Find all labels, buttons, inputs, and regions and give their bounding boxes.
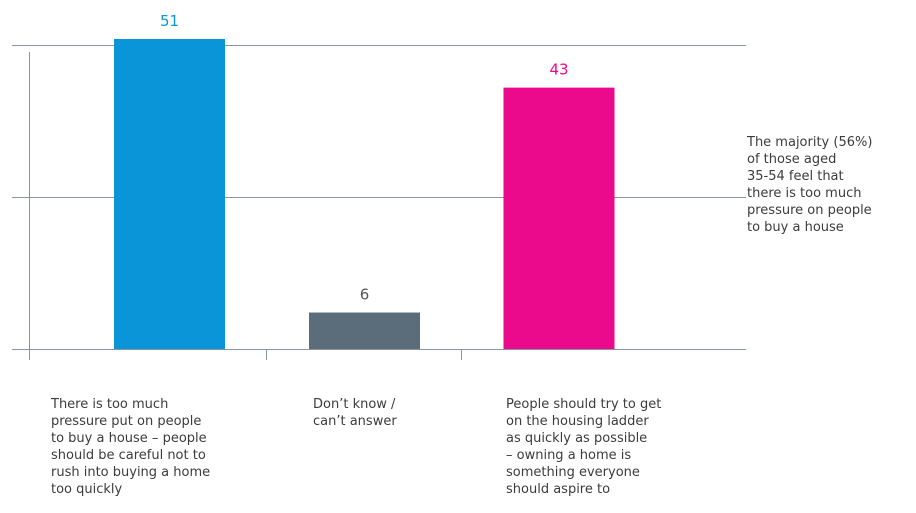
data-label: 51 (160, 12, 179, 30)
bar (114, 39, 225, 349)
category-label-housing-ladder: People should try to get on the housing … (506, 397, 662, 497)
bar (503, 87, 615, 350)
annotation-note: The majority (56%) of those aged 35-54 f… (747, 135, 873, 235)
data-label: 43 (549, 61, 568, 79)
data-label: 6 (360, 286, 370, 304)
category-label-dont-know: Don’t know / can’t answer (313, 397, 397, 429)
bars (114, 39, 615, 350)
category-label-pressure: There is too much pressure put on people… (51, 397, 211, 497)
data-labels: 51 6 43 (160, 12, 569, 304)
bar (309, 312, 420, 349)
